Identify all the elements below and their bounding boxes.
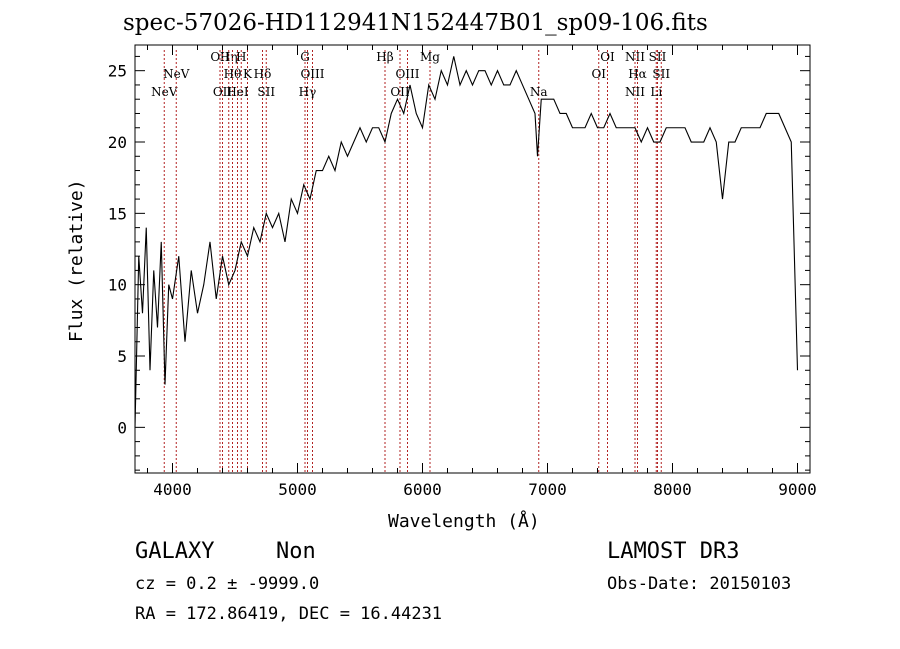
line-marker-label-14: Hβ [376,50,393,64]
line-marker-label-22: SII [649,50,667,64]
y-tick-label-20: 20 [108,133,127,152]
line-marker-label-3: Hη [220,50,238,64]
y-tick-label-5: 5 [117,347,127,366]
line-marker-label-8: HeI [226,85,249,99]
chart-title: spec-57026-HD112941N152447B01_sp09-106.f… [123,10,708,36]
redshift-readout: cz = 0.2 ± -9999.0 [135,574,320,594]
line-marker-label-17: OII [390,85,410,99]
y-tick-label-10: 10 [108,276,127,295]
line-marker-label-7: K [243,67,253,81]
y-tick-label-25: 25 [108,62,127,81]
line-marker-label-15: Mg [420,50,440,64]
line-marker-label-26: Li [650,85,662,99]
line-marker-label-0: NeV [151,85,178,99]
y-tick-label-0: 0 [117,418,127,437]
x-tick-label-7000: 7000 [528,480,567,499]
y-tick-label-15: 15 [108,204,127,223]
x-axis-label: Wavelength (Å) [388,511,540,532]
line-marker-label-20: OI [591,67,606,81]
line-marker-label-24: SII [652,67,670,81]
line-marker-label-1: NeV [163,67,190,81]
line-marker-label-6: Hθ [224,67,242,81]
plot-frame [134,44,811,474]
line-marker-label-25: NII [625,85,645,99]
line-marker-label-13: Hγ [299,85,317,99]
line-marker-label-19: OI [600,50,615,64]
line-marker-label-12: OIII [300,67,324,81]
survey-name: LAMOST DR3 [607,539,740,564]
line-marker-label-10: SII [257,85,275,99]
x-tick-label-8000: 8000 [653,480,692,499]
x-tick-label-5000: 5000 [278,480,317,499]
line-marker-label-2: OII [210,50,230,64]
object-subclass: Non [276,539,316,564]
line-marker-label-21: NII [625,50,645,64]
y-axis-label: Flux (relative) [66,179,87,342]
line-marker-label-9: Hδ [254,67,272,81]
line-marker-label-18: Na [530,85,548,99]
x-tick-label-9000: 9000 [778,480,817,499]
x-tick-label-4000: 4000 [153,480,192,499]
obs-date: Obs-Date: 20150103 [607,574,792,594]
line-marker-label-11: G [300,50,310,64]
line-marker-label-4: H [236,50,246,64]
object-class: GALAXY [135,539,215,564]
coordinates: RA = 172.86419, DEC = 16.44231 [135,604,443,624]
line-marker-label-23: Hα [628,67,647,81]
line-marker-label-16: OIII [395,67,419,81]
line-marker-label-5: OII [213,85,233,99]
x-tick-label-6000: 6000 [403,480,442,499]
spectrum-line [134,56,799,428]
